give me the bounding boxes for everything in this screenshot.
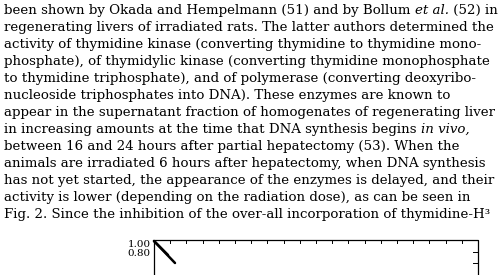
Text: Fig. 2. Since the inhibition of the over-all incorporation of thymidine-H³: Fig. 2. Since the inhibition of the over… — [4, 208, 489, 221]
Text: et al.: et al. — [414, 4, 448, 17]
Text: to thymidine triphosphate), and of polymerase (converting deoxyribo-: to thymidine triphosphate), and of polym… — [4, 72, 475, 85]
Text: phosphate), of thymidylic kinase (converting thymidine monophosphate: phosphate), of thymidylic kinase (conver… — [4, 55, 489, 68]
Text: 0.80: 0.80 — [128, 249, 151, 258]
Text: nucleoside triphosphates into DNA). These enzymes are known to: nucleoside triphosphates into DNA). Thes… — [4, 89, 449, 102]
Text: in increasing amounts at the time that DNA synthesis begins: in increasing amounts at the time that D… — [4, 123, 420, 136]
Text: has not yet started, the appearance of the enzymes is delayed, and their: has not yet started, the appearance of t… — [4, 174, 493, 187]
Text: appear in the supernatant fraction of homogenates of regenerating liver: appear in the supernatant fraction of ho… — [4, 106, 494, 119]
Text: activity of thymidine kinase (converting thymidine to thymidine mono-: activity of thymidine kinase (converting… — [4, 38, 480, 51]
Text: regenerating livers of irradiated rats. The latter authors determined the: regenerating livers of irradiated rats. … — [4, 21, 493, 34]
Text: animals are irradiated 6 hours after hepatectomy, when DNA synthesis: animals are irradiated 6 hours after hep… — [4, 157, 484, 170]
Text: activity is lower (depending on the radiation dose), as can be seen in: activity is lower (depending on the radi… — [4, 191, 469, 204]
Text: been shown by Okada and Hempelmann (51) and by Bollum: been shown by Okada and Hempelmann (51) … — [4, 4, 414, 17]
Text: between 16 and 24 hours after partial hepatectomy (53). When the: between 16 and 24 hours after partial he… — [4, 140, 458, 153]
Text: (52) in: (52) in — [448, 4, 496, 17]
Text: in vivo,: in vivo, — [420, 123, 468, 136]
Text: 1.00: 1.00 — [128, 240, 151, 249]
